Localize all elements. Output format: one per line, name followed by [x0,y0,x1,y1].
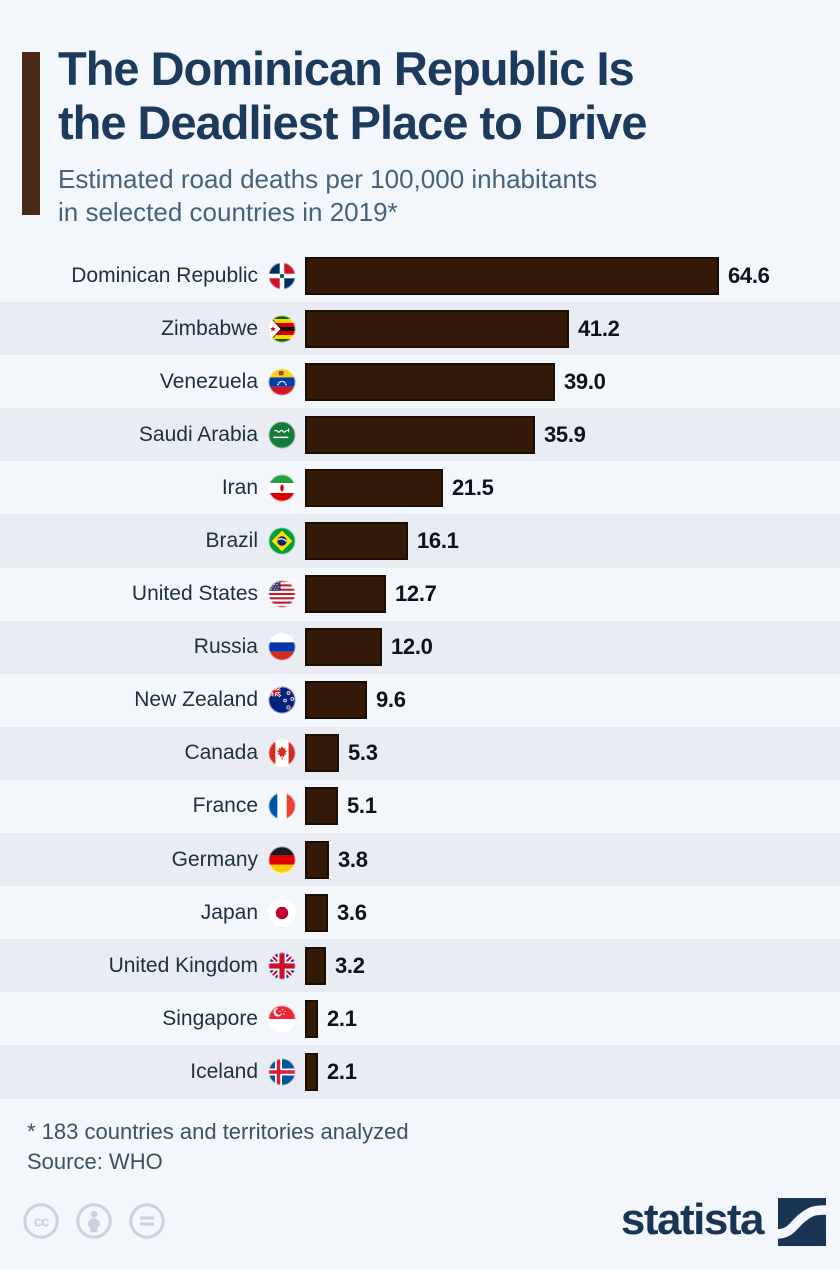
value-bar [305,999,318,1038]
chart-subtitle: Estimated road deaths per 100,000 inhabi… [58,163,818,229]
svg-text:cc: cc [34,1214,49,1231]
value-label: 9.6 [376,687,406,713]
value-label: 41.2 [578,315,620,341]
bar-chart: Dominican Republic 64.6 Zimbabwe 41.2 Venezu… [0,249,840,1099]
russia-flag-icon [268,633,296,662]
country-label: Saudi Arabia [138,422,258,446]
value-bar [305,893,328,932]
value-bar [305,1052,318,1091]
statista-wordmark: statista [620,1195,765,1244]
value-bar [305,734,339,773]
country-label: Brazil [205,529,258,553]
country-label: Iceland [190,1059,258,1083]
license-icons: cc [22,1202,166,1240]
subtitle-line-2: in selected countries in 2019* [58,197,398,227]
value-bar [305,468,443,507]
value-bar [305,787,338,826]
chart-footnote: * 183 countries and territories analyzed [27,1119,409,1144]
united-kingdom-flag-icon [268,951,296,980]
attribution-icon[interactable] [75,1202,113,1240]
source-label: Source: WHO [27,1149,163,1174]
cc-icon[interactable]: cc [22,1202,60,1240]
value-label: 16.1 [417,528,459,554]
france-flag-icon [268,792,296,821]
chart-row: Japan 3.6 [0,886,840,939]
value-label: 39.0 [564,368,606,394]
germany-flag-icon [268,845,296,874]
canada-flag-icon [268,739,296,768]
chart-row: Zimbabwe 41.2 [0,302,840,356]
country-label: Japan [200,900,258,924]
chart-row: Canada 5.3 [0,726,840,780]
value-bar [305,415,535,454]
value-label: 21.5 [452,474,494,500]
title-accent-bar [22,52,40,215]
value-bar [305,256,719,295]
page-title: The Dominican Republic Is the Deadliest … [58,42,818,150]
new-zealand-flag-icon [268,686,296,715]
value-bar [305,628,382,667]
value-label: 2.1 [327,1058,357,1084]
chart-row: Iran 21.5 [0,461,840,514]
value-bar [305,309,569,348]
title-line-1: The Dominican Republic Is [58,42,635,95]
value-label: 2.1 [327,1005,357,1031]
chart-row: Brazil 16.1 [0,514,840,568]
value-label: 3.2 [335,952,365,978]
value-label: 64.6 [728,262,770,288]
brazil-flag-icon [268,527,296,555]
value-label: 3.6 [337,899,367,925]
singapore-flag-icon [268,1005,296,1033]
venezuela-flag-icon [268,367,296,396]
value-label: 12.7 [395,581,437,607]
zimbabwe-flag-icon [268,314,296,343]
country-label: New Zealand [134,688,258,712]
chart-row: United States 12.7 [0,568,840,621]
value-bar [305,362,555,401]
country-label: Iran [221,475,258,499]
country-label: United Kingdom [108,953,258,977]
value-label: 35.9 [544,421,586,447]
iceland-flag-icon [268,1058,296,1086]
country-label: Germany [171,847,258,871]
chart-row: Saudi Arabia 35.9 [0,408,840,462]
chart-row: United Kingdom 3.2 [0,939,840,993]
chart-row: Iceland 2.1 [0,1045,840,1099]
value-label: 12.0 [391,634,433,660]
saudi-arabia-flag-icon [268,421,296,449]
value-label: 3.8 [338,846,368,872]
iran-flag-icon [268,474,296,502]
country-label: Zimbabwe [161,316,258,340]
country-label: Canada [184,741,258,765]
chart-row: Russia 12.0 [0,620,840,674]
statista-logo[interactable]: statista [621,1196,826,1246]
country-label: France [192,794,258,818]
value-bar [305,681,367,720]
japan-flag-icon [268,898,296,927]
united-states-flag-icon [268,580,296,608]
country-label: Singapore [162,1006,258,1030]
value-label: 5.3 [348,740,378,766]
country-label: Dominican Republic [71,263,258,287]
chart-row: New Zealand 9.6 [0,674,840,727]
no-derivatives-icon[interactable] [128,1202,166,1240]
chart-row: Dominican Republic 64.6 [0,249,840,302]
value-bar [305,946,326,985]
chart-row: Venezuela 39.0 [0,355,840,408]
title-line-2: the Deadliest Place to Drive [58,96,647,149]
chart-row: Singapore 2.1 [0,992,840,1045]
dominican-republic-flag-icon [268,261,296,290]
value-label: 5.1 [347,793,377,819]
country-label: United States [131,582,258,606]
value-bar [305,522,408,561]
value-bar [305,575,386,614]
chart-row: Germany 3.8 [0,833,840,887]
statista-logo-mark-icon [778,1198,826,1246]
subtitle-line-1: Estimated road deaths per 100,000 inhabi… [58,164,598,194]
country-label: Russia [193,635,258,659]
chart-row: France 5.1 [0,780,840,833]
value-bar [305,840,329,879]
country-label: Venezuela [159,369,258,393]
